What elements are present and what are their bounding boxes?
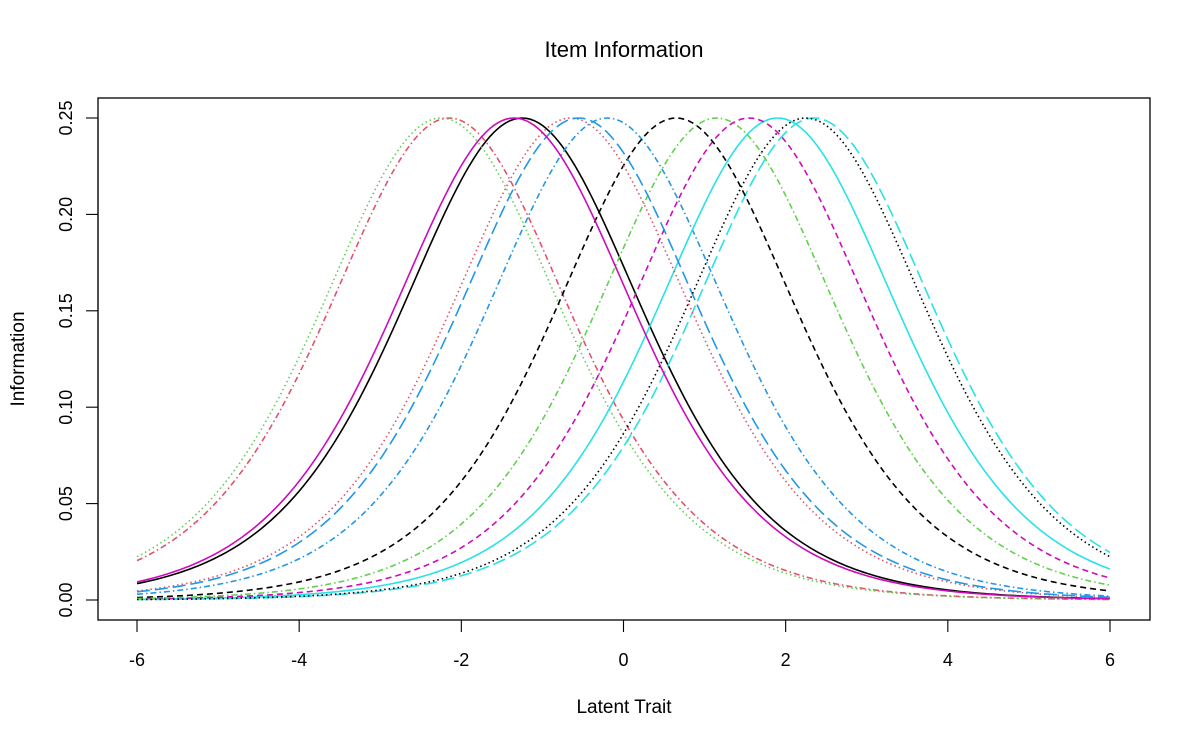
x-tick-label: 4 [943, 650, 953, 670]
x-tick-label: -6 [129, 650, 145, 670]
y-axis-label: Information [8, 311, 29, 406]
series-line-item-12 [136, 117, 1111, 600]
x-axis: -6 -4 -2 0 2 4 6 [129, 619, 1115, 670]
series-line-item-9 [136, 117, 1111, 599]
series-line-item-13 [136, 117, 1111, 601]
series-line-item-8 [136, 117, 1111, 599]
plot-frame [97, 97, 1151, 621]
series-line-item-4 [136, 117, 1111, 597]
series-line-item-3 [136, 117, 1111, 601]
plot-area [97, 97, 1151, 621]
x-tick-label: 6 [1105, 650, 1115, 670]
series-line-item-11 [136, 117, 1111, 599]
series-line-item-5 [136, 117, 1111, 601]
x-tick-label: -2 [453, 650, 469, 670]
series-line-item-7 [136, 117, 1111, 601]
curves-group [136, 117, 1111, 601]
x-tick-label: -4 [291, 650, 307, 670]
chart-title: Item Information [545, 37, 704, 62]
x-axis-label: Latent Trait [576, 697, 672, 718]
series-line-item-6 [136, 117, 1111, 600]
y-tick-label: 0.10 [56, 390, 76, 425]
x-tick-label: 0 [618, 650, 628, 670]
y-tick-label: 0.05 [56, 486, 76, 521]
y-tick-label: 0.20 [56, 197, 76, 232]
y-tick-label: 0.25 [56, 100, 76, 135]
series-line-item-10 [136, 117, 1111, 600]
y-tick-label: 0.00 [56, 582, 76, 617]
series-line-item-2 [136, 117, 1111, 601]
y-tick-label: 0.15 [56, 293, 76, 328]
x-tick-label: 2 [781, 650, 791, 670]
y-axis: 0.00 0.05 0.10 0.15 0.20 0.25 [56, 100, 99, 618]
series-line-item-1 [136, 117, 1111, 600]
